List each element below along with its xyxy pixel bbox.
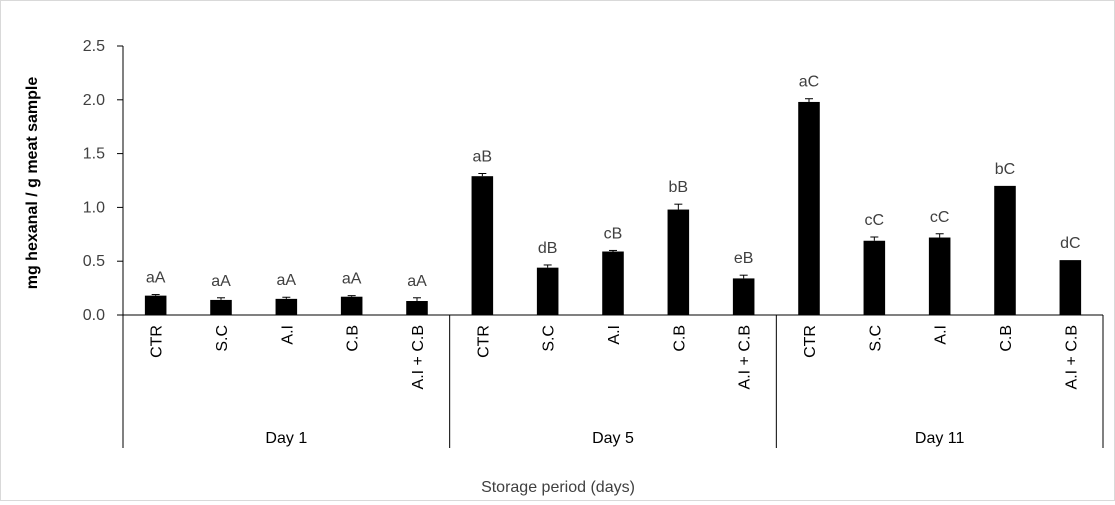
bar <box>1059 260 1082 315</box>
group-label: Day 5 <box>592 430 634 447</box>
y-tick-label: 2.0 <box>83 92 105 109</box>
x-tick-label: S.C <box>214 325 231 352</box>
bar <box>144 295 167 315</box>
data-label: cC <box>865 212 885 229</box>
bars-layer <box>144 98 1082 316</box>
data-label: aB <box>473 149 493 166</box>
x-tick-label: A.I <box>279 325 296 345</box>
x-tick-label: C.B <box>671 325 688 352</box>
x-tick-label: S.C <box>867 325 884 352</box>
bar <box>602 251 624 315</box>
bar <box>406 301 428 315</box>
bar <box>536 267 559 315</box>
bar <box>798 101 820 316</box>
x-tick-label: C.B <box>998 325 1015 352</box>
bar <box>340 296 363 315</box>
bar <box>471 176 494 315</box>
x-tick-label: CTR <box>149 325 166 358</box>
x-tick-label: CTR <box>475 325 492 358</box>
bar <box>275 298 298 315</box>
x-tick-label: A.I + C.B <box>410 325 427 389</box>
x-axis-label: Storage period (days) <box>481 479 635 496</box>
bar <box>863 240 886 315</box>
data-label: bC <box>995 161 1015 178</box>
x-tick-label: A.I <box>933 325 950 345</box>
bar <box>928 237 951 315</box>
data-label: dC <box>1060 235 1080 252</box>
y-tick-label: 0.0 <box>83 307 105 324</box>
group-label: Day 11 <box>915 430 965 447</box>
bar <box>210 299 232 315</box>
data-label: dB <box>538 240 558 257</box>
y-tick-label: 0.5 <box>83 253 105 270</box>
x-tick-label: A.I + C.B <box>737 325 754 389</box>
data-label: aA <box>342 271 362 288</box>
x-tick-label: A.I <box>606 325 623 345</box>
x-tick-label: CTR <box>802 325 819 358</box>
data-label: aA <box>211 273 231 290</box>
bar <box>667 209 690 315</box>
x-tick-label: A.I + C.B <box>1063 325 1080 389</box>
bar <box>732 278 755 315</box>
data-label: cB <box>604 225 623 242</box>
data-label: aA <box>277 272 297 289</box>
data-label: aA <box>407 273 427 290</box>
data-label: aC <box>799 74 819 91</box>
data-label: bB <box>669 179 689 196</box>
bar <box>994 185 1016 315</box>
x-tick-label: C.B <box>345 325 362 352</box>
y-axis-label: mg hexanal / g meat sample <box>24 77 41 290</box>
y-tick-label: 1.5 <box>83 146 105 163</box>
data-label: cC <box>930 209 950 226</box>
group-label: Day 1 <box>265 430 307 447</box>
y-tick-label: 2.5 <box>83 38 105 55</box>
x-tick-label: S.C <box>541 325 558 352</box>
y-tick-label: 1.0 <box>83 199 105 216</box>
labels-layer: aA CTR aA S.C aA A.I aA C.B aA A.I + C.B Day 1 aB CT… <box>146 74 1081 447</box>
data-label: eB <box>734 250 754 267</box>
data-label: aA <box>146 270 166 287</box>
